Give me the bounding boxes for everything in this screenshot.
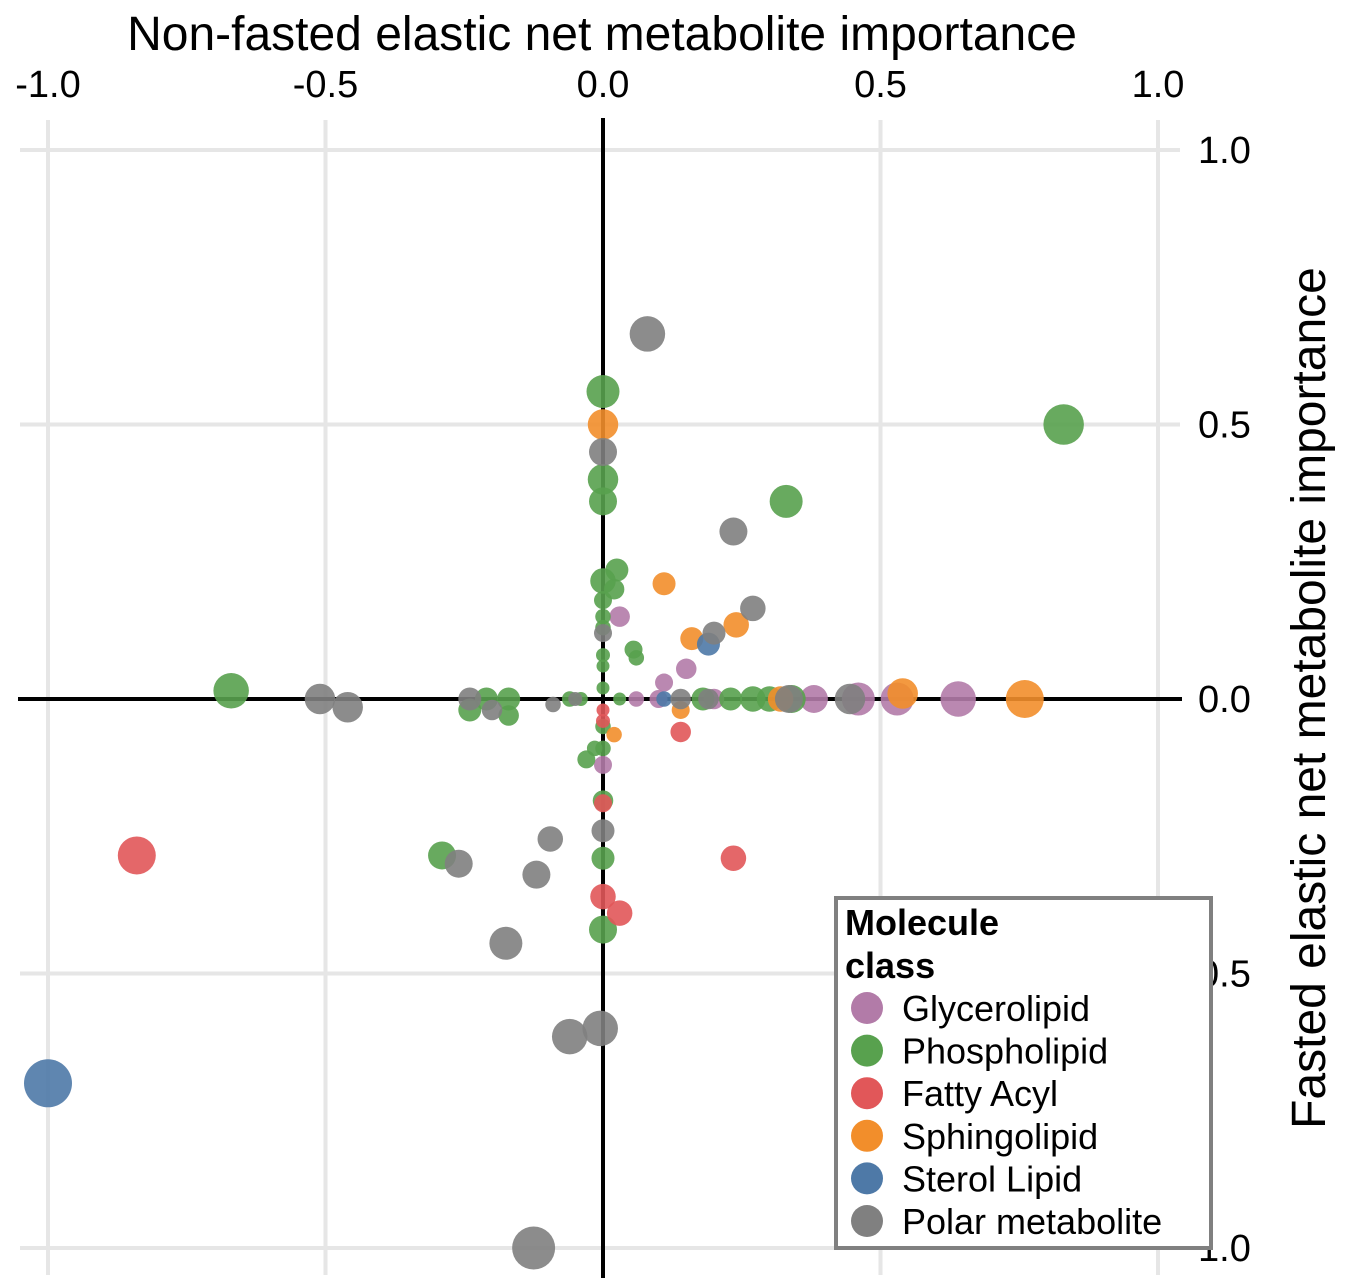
point-polar-metabolite <box>594 624 612 643</box>
point-phospholipid <box>628 650 645 666</box>
legend-label-sphingolipid: Sphingolipid <box>902 1116 1098 1157</box>
x-tick-label: 0.0 <box>577 64 630 106</box>
point-phospholipid <box>596 681 610 695</box>
legend-swatch-polar-metabolite <box>851 1205 883 1237</box>
point-polar-metabolite <box>522 860 551 889</box>
point-fatty-acyl <box>720 845 747 871</box>
legend-swatch-sterol-lipid <box>851 1162 883 1195</box>
point-fatty-acyl <box>117 836 156 875</box>
point-polar-metabolite <box>698 688 719 710</box>
legend-swatch-phospholipid <box>851 1034 883 1067</box>
point-polar-metabolite <box>589 437 617 466</box>
legend-title-line1: Molecule <box>845 902 999 943</box>
zero-axes <box>18 118 1182 1278</box>
point-polar-metabolite <box>444 849 473 878</box>
point-fatty-acyl <box>670 721 691 743</box>
point-sphingolipid <box>652 572 676 596</box>
point-polar-metabolite <box>774 685 803 713</box>
legend-label-fatty-acyl: Fatty Acyl <box>902 1073 1058 1114</box>
legend-swatch-sphingolipid <box>851 1119 883 1152</box>
legend-box <box>834 896 1213 1250</box>
legend-label-glycerolipid: Glycerolipid <box>902 988 1090 1029</box>
x-tick-labels: -1.0 -0.5 0.0 0.5 1.0 <box>15 64 1184 106</box>
point-polar-metabolite <box>537 826 564 852</box>
legend-title-line2: class <box>845 945 935 986</box>
legend-swatch-fatty-acyl <box>851 1077 883 1110</box>
point-phospholipid <box>595 608 611 625</box>
point-glycerolipid <box>676 658 697 680</box>
point-phospholipid <box>1043 404 1084 445</box>
point-sterol-lipid <box>656 691 672 707</box>
point-phospholipid <box>591 846 615 870</box>
x-tick-label: -1.0 <box>15 64 80 106</box>
point-polar-metabolite <box>512 1226 556 1270</box>
point-phospholipid <box>769 484 803 518</box>
point-polar-metabolite <box>582 1010 618 1047</box>
point-polar-metabolite <box>719 517 748 546</box>
point-phospholipid <box>589 487 617 516</box>
point-polar-metabolite <box>458 687 482 711</box>
point-polar-metabolite <box>545 696 561 713</box>
point-glycerolipid <box>609 606 630 627</box>
y-tick-label: 1.0 <box>1198 130 1251 172</box>
point-glycerolipid <box>594 755 612 774</box>
legend-swatch-glycerolipid <box>851 992 883 1024</box>
point-polar-metabolite <box>551 1018 588 1055</box>
point-glycerolipid <box>799 685 828 713</box>
point-polar-metabolite <box>740 595 766 622</box>
point-phospholipid <box>213 673 249 709</box>
point-phospholipid <box>596 659 610 673</box>
point-polar-metabolite <box>304 683 336 715</box>
x-tick-label: -0.5 <box>293 64 358 106</box>
point-phospholipid <box>498 705 519 726</box>
point-phospholipid <box>587 464 619 495</box>
point-polar-metabolite <box>834 683 866 715</box>
point-sterol-lipid <box>24 1059 72 1108</box>
data-points <box>24 316 1084 1270</box>
y-axis-title: Fasted elastic net metabolite importance <box>1283 267 1336 1129</box>
point-phospholipid <box>497 687 521 711</box>
point-sphingolipid <box>723 612 749 638</box>
x-axis-title: Non-fasted elastic net metabolite import… <box>127 8 1077 61</box>
point-polar-metabolite <box>332 691 363 723</box>
point-phospholipid <box>613 692 627 706</box>
point-phospholipid <box>589 915 617 944</box>
x-tick-label: 0.5 <box>854 64 907 106</box>
point-polar-metabolite <box>481 699 503 721</box>
point-sphingolipid <box>587 409 619 440</box>
point-phospholipid <box>596 648 610 663</box>
point-fatty-acyl <box>596 703 610 717</box>
point-polar-metabolite <box>568 692 583 706</box>
legend: Molecule class GlycerolipidPhospholipidF… <box>834 896 1213 1250</box>
point-glycerolipid <box>940 681 976 717</box>
point-sphingolipid <box>887 678 918 709</box>
point-polar-metabolite <box>629 316 666 352</box>
point-fatty-acyl <box>596 713 610 728</box>
point-sphingolipid <box>1005 680 1044 718</box>
legend-label-sterol-lipid: Sterol Lipid <box>902 1158 1082 1199</box>
point-phospholipid <box>594 591 612 610</box>
point-phospholipid <box>586 375 620 409</box>
point-polar-metabolite <box>591 819 615 843</box>
y-tick-label: 0.5 <box>1198 405 1251 447</box>
legend-label-polar-metabolite: Polar metabolite <box>902 1201 1162 1242</box>
point-polar-metabolite <box>702 621 726 645</box>
x-tick-label: 1.0 <box>1132 64 1185 106</box>
point-fatty-acyl <box>590 883 616 910</box>
point-fatty-acyl <box>594 794 612 813</box>
y-tick-label: 0.0 <box>1198 679 1251 721</box>
point-polar-metabolite <box>489 926 523 960</box>
point-phospholipid <box>719 687 743 711</box>
point-sphingolipid <box>606 726 622 743</box>
point-fatty-acyl <box>606 900 633 926</box>
point-glycerolipid <box>655 673 674 692</box>
point-phospholipid <box>586 740 603 757</box>
legend-label-phospholipid: Phospholipid <box>902 1031 1108 1072</box>
point-polar-metabolite <box>670 688 691 710</box>
point-glycerolipid <box>628 691 645 707</box>
